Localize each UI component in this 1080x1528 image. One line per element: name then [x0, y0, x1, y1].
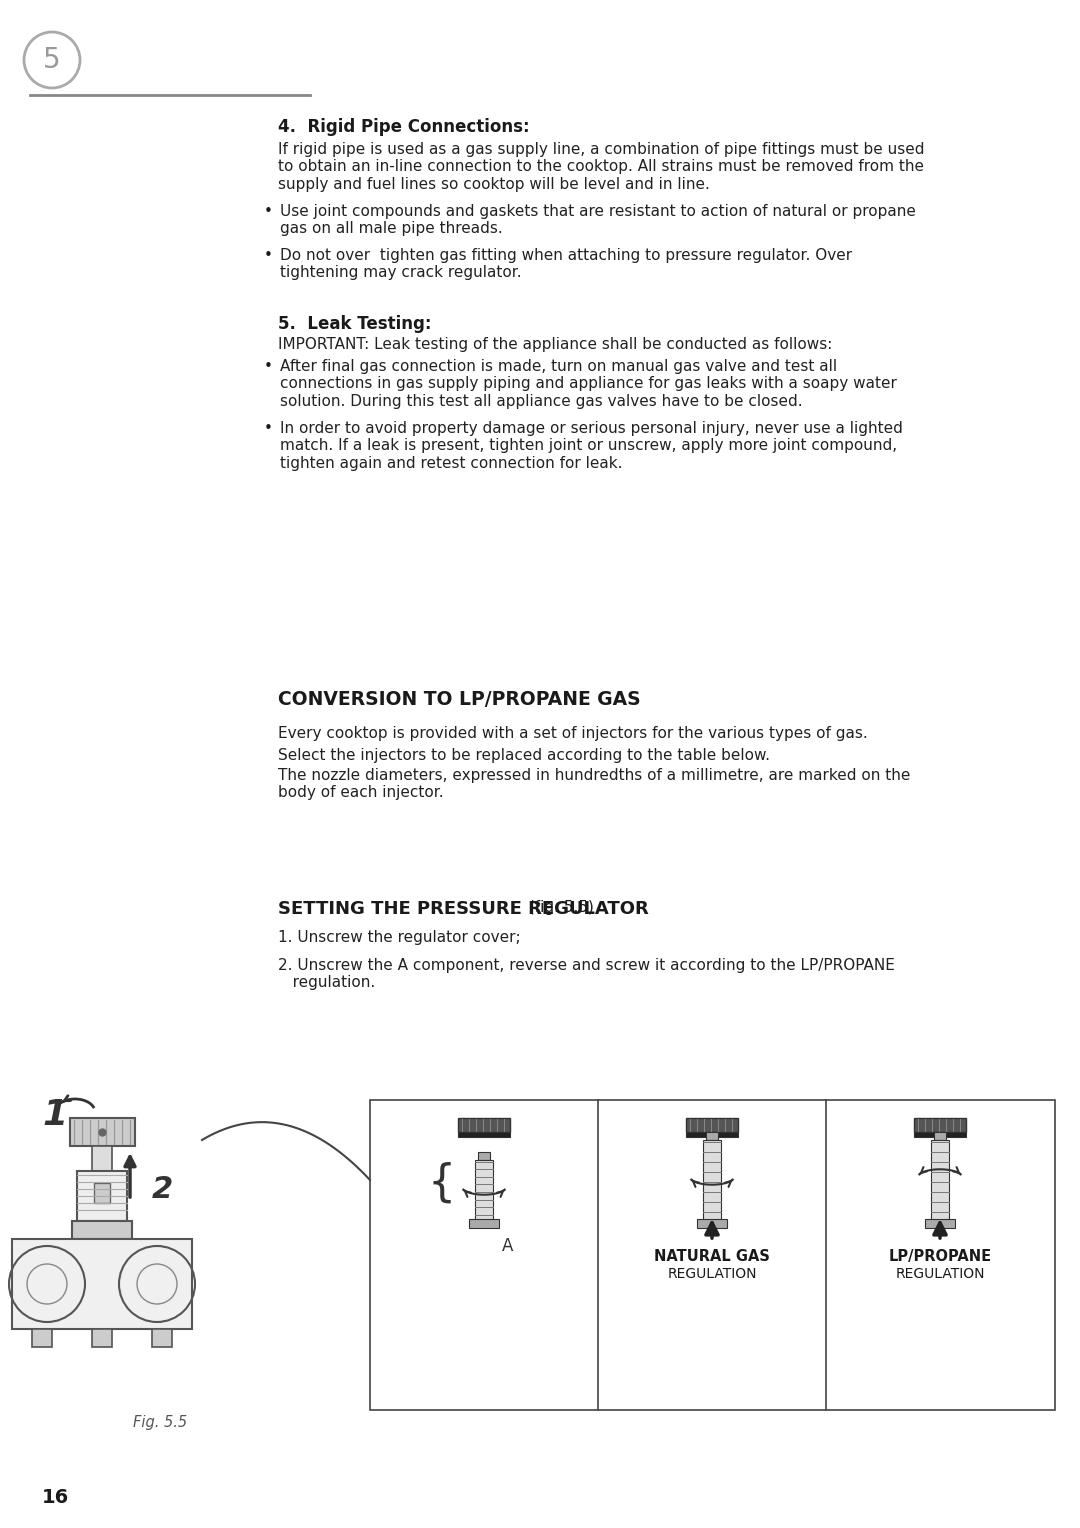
Text: A: A: [502, 1238, 513, 1254]
Text: 5: 5: [43, 46, 60, 73]
Text: REGULATION: REGULATION: [667, 1267, 757, 1280]
Text: 4.  Rigid Pipe Connections:: 4. Rigid Pipe Connections:: [278, 118, 529, 136]
Bar: [72, 1221, 132, 1239]
Bar: [458, 1118, 510, 1132]
Bar: [686, 1118, 738, 1132]
Bar: [94, 1183, 110, 1203]
Text: The nozzle diameters, expressed in hundredths of a millimetre, are marked on the: The nozzle diameters, expressed in hundr…: [278, 769, 910, 801]
Bar: [931, 1140, 949, 1225]
Text: Every cooktop is provided with a set of injectors for the various types of gas.: Every cooktop is provided with a set of …: [278, 726, 867, 741]
Bar: [475, 1160, 492, 1225]
Bar: [77, 1170, 127, 1221]
Bar: [703, 1140, 721, 1225]
Text: CONVERSION TO LP/PROPANE GAS: CONVERSION TO LP/PROPANE GAS: [278, 691, 640, 709]
Bar: [914, 1118, 966, 1132]
Text: (fig. 5.5): (fig. 5.5): [524, 900, 594, 915]
Text: IMPORTANT: Leak testing of the appliance shall be conducted as follows:: IMPORTANT: Leak testing of the appliance…: [278, 338, 833, 351]
Text: After final gas connection is made, turn on manual gas valve and test all
connec: After final gas connection is made, turn…: [280, 359, 896, 410]
Text: {: {: [428, 1161, 456, 1204]
Bar: [152, 1329, 172, 1348]
Bar: [914, 1132, 966, 1137]
Text: Fig. 5.5: Fig. 5.5: [133, 1415, 187, 1430]
Text: NATURAL GAS: NATURAL GAS: [654, 1248, 770, 1264]
Text: 5.  Leak Testing:: 5. Leak Testing:: [278, 315, 432, 333]
Text: •: •: [264, 422, 273, 435]
Bar: [32, 1329, 52, 1348]
Text: If rigid pipe is used as a gas supply line, a combination of pipe fittings must : If rigid pipe is used as a gas supply li…: [278, 142, 924, 193]
Bar: [469, 1219, 499, 1229]
Bar: [924, 1219, 955, 1229]
Text: 1: 1: [42, 1099, 67, 1132]
Bar: [686, 1132, 738, 1137]
Text: Select the injectors to be replaced according to the table below.: Select the injectors to be replaced acco…: [278, 749, 770, 762]
Bar: [92, 1146, 112, 1170]
Text: In order to avoid property damage or serious personal injury, never use a lighte: In order to avoid property damage or ser…: [280, 422, 903, 471]
Text: 2. Unscrew the A component, reverse and screw it according to the LP/PROPANE
   : 2. Unscrew the A component, reverse and …: [278, 958, 895, 990]
Text: Do not over  tighten gas fitting when attaching to pressure regulator. Over
tigh: Do not over tighten gas fitting when att…: [280, 248, 852, 281]
Bar: [370, 1100, 1055, 1410]
Bar: [92, 1329, 112, 1348]
Text: •: •: [264, 248, 273, 263]
Bar: [478, 1152, 490, 1160]
Text: REGULATION: REGULATION: [895, 1267, 985, 1280]
Text: •: •: [264, 359, 273, 374]
Bar: [697, 1219, 727, 1229]
Text: Use joint compounds and gaskets that are resistant to action of natural or propa: Use joint compounds and gaskets that are…: [280, 205, 916, 237]
Bar: [706, 1132, 718, 1140]
Text: •: •: [264, 205, 273, 219]
Text: LP/PROPANE: LP/PROPANE: [889, 1248, 991, 1264]
Bar: [458, 1132, 510, 1137]
Text: 1. Unscrew the regulator cover;: 1. Unscrew the regulator cover;: [278, 931, 521, 944]
Bar: [70, 1118, 135, 1146]
Text: SETTING THE PRESSURE REGULATOR: SETTING THE PRESSURE REGULATOR: [278, 900, 649, 918]
Text: 2: 2: [152, 1175, 173, 1204]
Bar: [12, 1239, 192, 1329]
Text: 16: 16: [42, 1488, 69, 1507]
Bar: [934, 1132, 946, 1140]
